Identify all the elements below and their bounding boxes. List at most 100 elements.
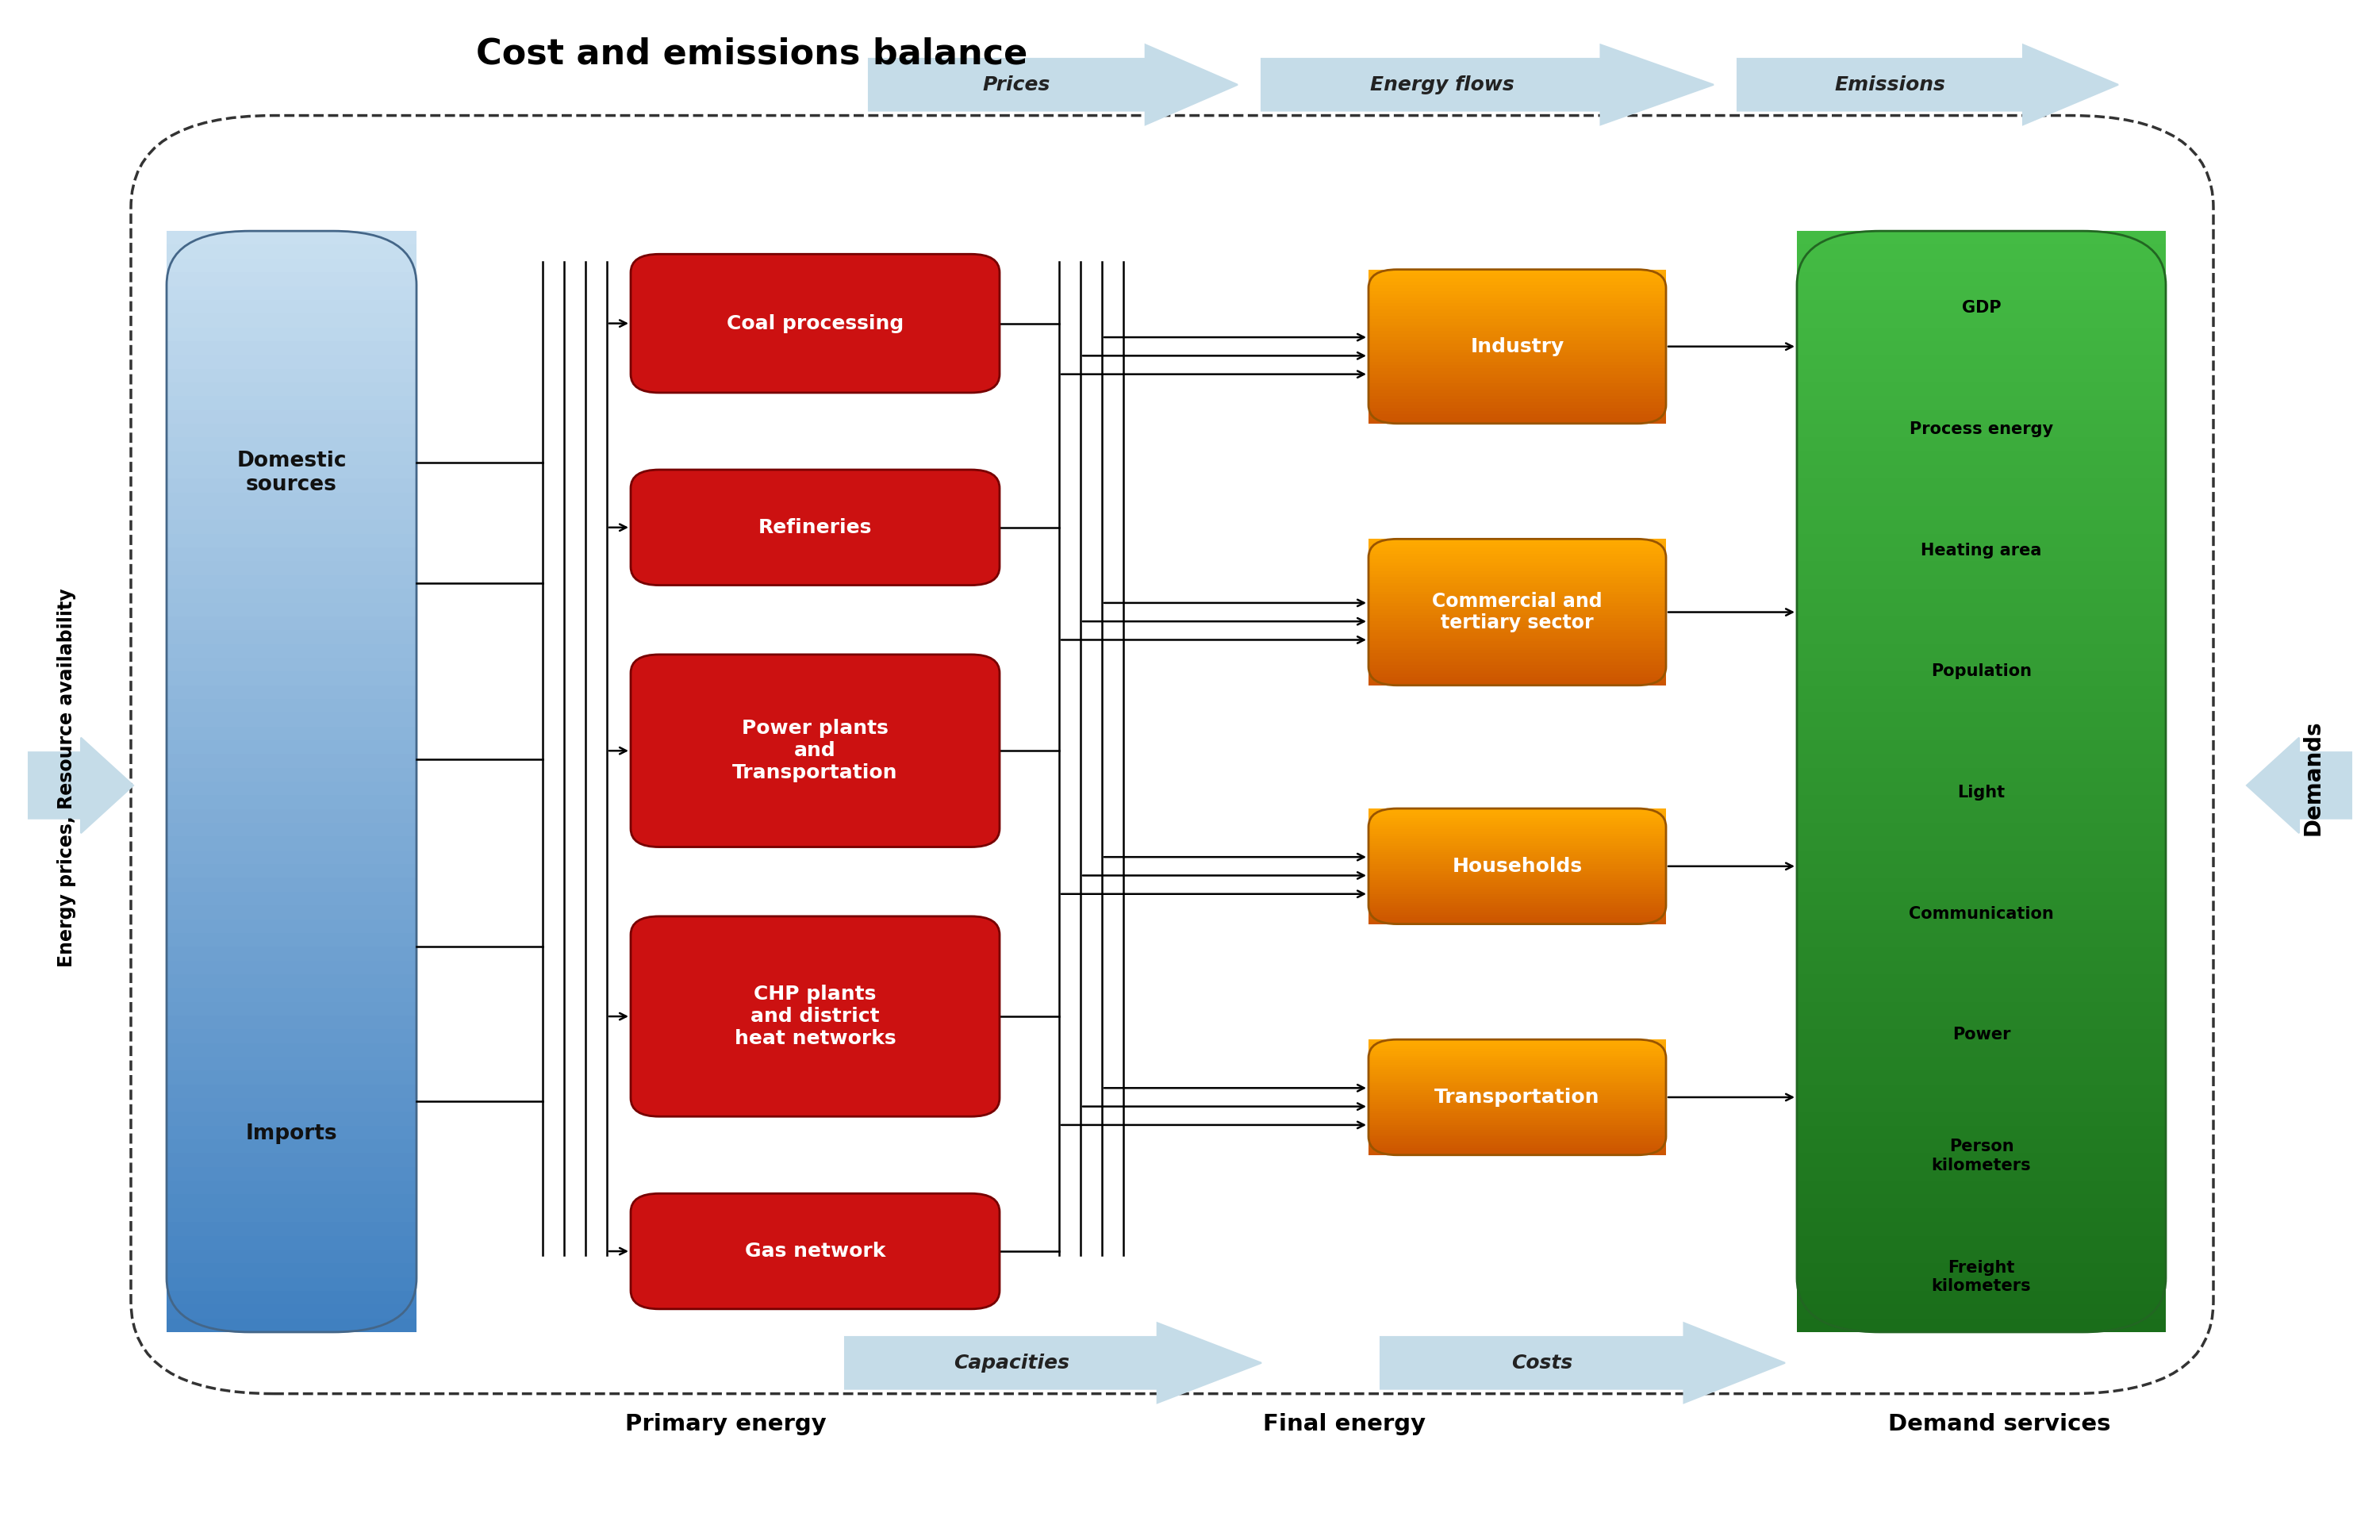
Bar	[167, 727, 416, 741]
Bar	[1368, 1084, 1666, 1086]
Bar	[1797, 479, 2166, 493]
Bar	[1368, 907, 1666, 910]
Bar	[167, 1126, 416, 1140]
Bar	[1368, 653, 1666, 656]
Bar	[1368, 1072, 1666, 1075]
Bar	[1368, 910, 1666, 912]
Bar	[1368, 1066, 1666, 1067]
Bar	[1797, 368, 2166, 382]
Bar	[1368, 1087, 1666, 1090]
Bar	[1797, 1112, 2166, 1126]
Bar	[1797, 328, 2166, 342]
Bar	[1368, 679, 1666, 682]
Bar	[167, 437, 416, 451]
Bar	[1797, 1001, 2166, 1015]
Bar	[1368, 319, 1666, 322]
Bar	[1797, 424, 2166, 437]
Bar	[1368, 673, 1666, 676]
Bar	[167, 741, 416, 755]
Bar	[1797, 781, 2166, 795]
Text: Communication: Communication	[1909, 906, 2054, 921]
Bar	[1368, 832, 1666, 833]
Bar	[1797, 1043, 2166, 1056]
Bar	[1368, 627, 1666, 630]
Bar	[1797, 1209, 2166, 1223]
Bar	[1368, 310, 1666, 313]
Bar	[1368, 273, 1666, 276]
Bar	[1797, 314, 2166, 328]
Bar	[1368, 598, 1666, 601]
Bar	[1368, 829, 1666, 832]
Bar	[1368, 337, 1666, 340]
Bar	[167, 699, 416, 713]
Bar	[1797, 933, 2166, 947]
Bar	[167, 822, 416, 836]
Bar	[1368, 1124, 1666, 1127]
Text: Commercial and
tertiary sector: Commercial and tertiary sector	[1433, 591, 1602, 633]
Bar	[167, 1221, 416, 1235]
Bar	[1368, 859, 1666, 862]
Bar	[1797, 521, 2166, 534]
Bar	[167, 906, 416, 919]
Bar	[1368, 1047, 1666, 1049]
Bar	[167, 1043, 416, 1056]
Bar	[1797, 245, 2166, 259]
FancyArrow shape	[2247, 738, 2351, 833]
Bar	[1368, 682, 1666, 685]
Bar	[1797, 1029, 2166, 1043]
Bar	[1797, 300, 2166, 314]
Bar	[1797, 465, 2166, 479]
Bar	[167, 493, 416, 507]
Bar	[1368, 1106, 1666, 1109]
Bar	[1368, 919, 1666, 921]
Bar	[167, 1001, 416, 1015]
Bar	[1368, 368, 1666, 371]
Bar	[167, 1015, 416, 1029]
Bar	[1368, 420, 1666, 424]
Bar	[1797, 1153, 2166, 1167]
Bar	[167, 1277, 416, 1291]
Bar	[1368, 647, 1666, 650]
Bar	[167, 630, 416, 644]
Bar	[1368, 1152, 1666, 1155]
Bar	[1368, 610, 1666, 611]
Bar	[167, 864, 416, 878]
Bar	[1368, 282, 1666, 285]
Bar	[167, 781, 416, 795]
Bar	[1368, 838, 1666, 841]
Bar	[1368, 809, 1666, 810]
Bar	[167, 1153, 416, 1167]
Bar	[1368, 604, 1666, 607]
Bar	[1368, 624, 1666, 627]
Text: Energy prices, Resource availability: Energy prices, Resource availability	[57, 588, 76, 967]
Bar	[1797, 822, 2166, 836]
Bar	[1368, 539, 1666, 542]
Bar	[1368, 1092, 1666, 1095]
Text: Industry: Industry	[1471, 337, 1564, 356]
Bar	[1368, 340, 1666, 343]
Bar	[1368, 1141, 1666, 1143]
Bar	[1368, 1104, 1666, 1106]
Bar	[1368, 893, 1666, 896]
Bar	[1797, 1291, 2166, 1304]
Bar	[1797, 534, 2166, 548]
Bar	[167, 644, 416, 658]
Bar	[1368, 359, 1666, 362]
Bar	[167, 382, 416, 396]
Bar	[1368, 571, 1666, 574]
Bar	[1797, 382, 2166, 396]
Text: Population: Population	[1930, 664, 2033, 679]
Bar	[1368, 639, 1666, 641]
Bar	[1368, 670, 1666, 673]
Bar	[167, 602, 416, 616]
Bar	[1368, 856, 1666, 859]
Bar	[1368, 1067, 1666, 1069]
Bar	[167, 685, 416, 699]
Bar	[1797, 850, 2166, 864]
Bar	[1368, 915, 1666, 916]
Bar	[1368, 614, 1666, 618]
Bar	[1368, 303, 1666, 306]
Bar	[167, 1098, 416, 1112]
Bar	[1368, 545, 1666, 548]
Bar	[1797, 259, 2166, 273]
